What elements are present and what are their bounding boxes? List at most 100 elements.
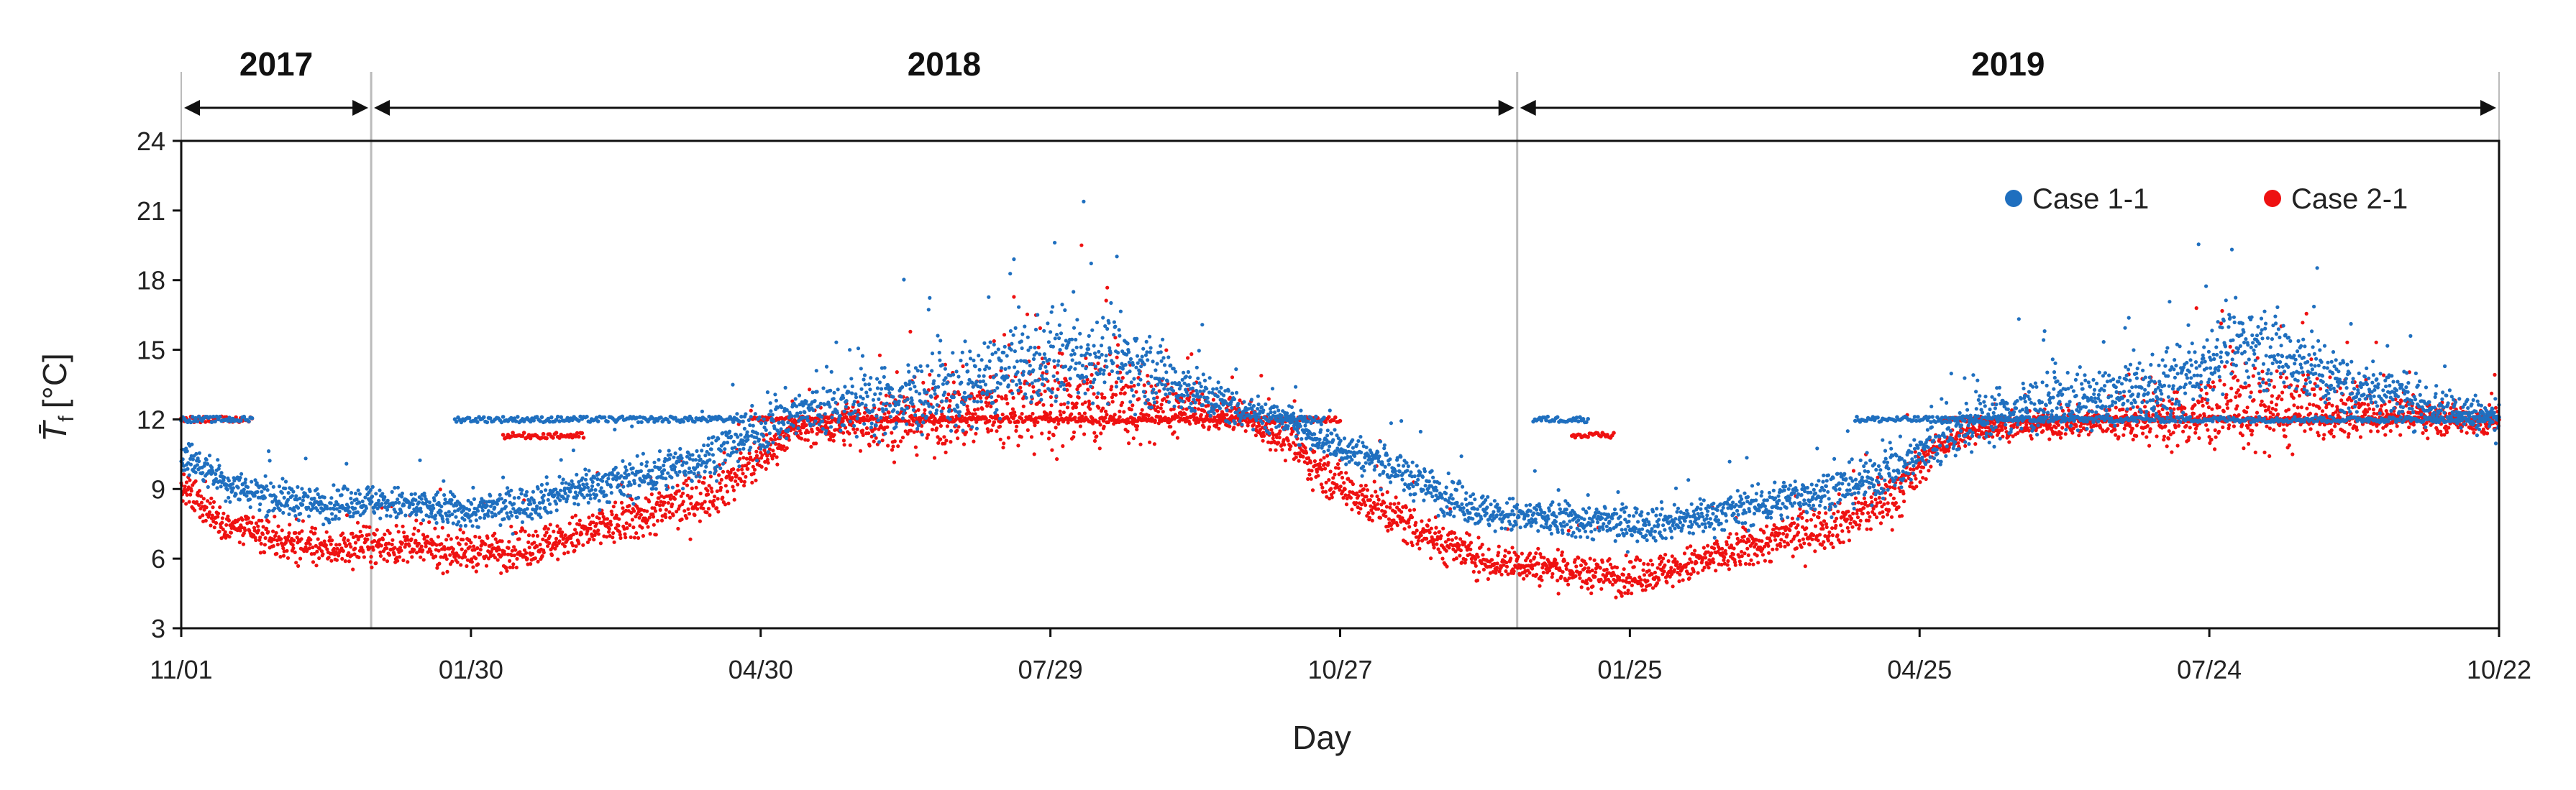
data-point [701,506,705,511]
data-point [1141,413,1146,418]
data-point [1681,578,1685,582]
data-point [1912,467,1916,472]
data-point [1499,565,1503,569]
data-point [1486,577,1490,582]
data-point [1389,527,1394,531]
data-point [1215,408,1220,413]
data-point [217,529,221,534]
data-point [1869,495,1873,500]
data-point [1463,541,1467,545]
data-point [1261,438,1265,443]
data-point [1622,567,1626,571]
data-point [1004,394,1008,398]
data-point [2367,407,2372,411]
data-point [2278,375,2283,380]
data-point [2290,452,2295,456]
data-point [1536,561,1541,566]
data-point [1650,572,1654,577]
data-point [1742,534,1746,538]
data-point [419,521,424,525]
data-point [2094,423,2098,428]
data-point [185,492,189,497]
data-point [442,547,447,551]
data-point [1120,400,1125,405]
data-point [2077,433,2081,438]
data-point [637,515,641,520]
data-point [689,502,693,506]
data-point [1346,477,1351,481]
data-point [921,380,926,385]
data-point [979,395,983,400]
data-point [1503,548,1507,553]
data-point [1471,569,1476,574]
data-point [2309,357,2314,362]
data-point [1512,569,1516,574]
data-point [2447,426,2451,430]
data-point [512,545,516,549]
data-point [1838,541,1842,545]
data-point [435,566,439,570]
data-point [1630,591,1634,596]
data-point [2465,431,2469,435]
data-point [1642,561,1646,566]
data-point [943,441,947,446]
data-point [499,554,504,558]
data-point [2330,403,2334,408]
data-point [513,531,519,536]
data-point [936,435,940,439]
data-point [2071,426,2075,431]
data-point [1687,576,1691,581]
data-point [281,554,286,558]
data-point [1046,436,1051,441]
data-point [1385,490,1389,495]
data-point [219,536,224,541]
data-point [1025,312,1030,316]
data-point [335,546,339,551]
data-point [2355,428,2359,432]
data-point [1486,547,1491,551]
data-point [2312,392,2316,398]
data-point [445,569,449,574]
data-point [1435,542,1439,546]
data-point [1369,504,1373,508]
data-point [1675,560,1679,564]
data-point [1120,376,1125,380]
data-point [1131,403,1135,408]
data-point [645,518,649,523]
data-point [808,387,812,392]
data-point [1832,519,1837,523]
data-point [396,559,400,563]
data-point [1720,546,1725,551]
data-point [1827,530,1832,535]
data-point [250,520,254,525]
data-point [459,563,463,567]
data-point [980,407,985,411]
data-point [1407,525,1412,529]
data-point [1350,507,1354,512]
data-point [1331,476,1335,480]
data-point [522,548,527,552]
data-point [501,433,506,437]
data-point [1049,410,1053,415]
data-point [2234,407,2238,411]
data-point [1579,570,1583,574]
data-point [742,479,746,484]
data-point [1720,551,1725,555]
data-point [1320,485,1325,490]
data-point [1453,549,1458,554]
data-point [1765,524,1769,528]
data-point [1799,545,1804,549]
data-point [935,394,939,398]
data-point [609,509,613,514]
data-point [2488,403,2492,408]
data-point [1397,501,1401,505]
data-point [1393,510,1397,515]
data-point [1012,295,1016,299]
data-point [1289,432,1294,436]
data-point [1232,426,1236,430]
data-point [2229,386,2234,391]
data-point [1538,574,1543,579]
data-point [273,534,278,538]
data-point [328,535,332,540]
